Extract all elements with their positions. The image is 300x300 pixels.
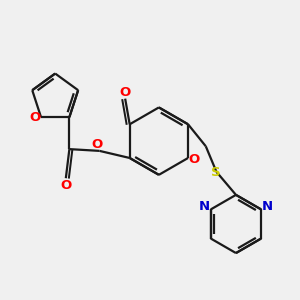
Text: N: N — [262, 200, 273, 213]
Text: O: O — [60, 179, 71, 192]
Text: O: O — [29, 111, 40, 124]
Text: N: N — [199, 200, 210, 213]
Text: O: O — [91, 138, 102, 151]
Text: O: O — [119, 86, 131, 99]
Text: O: O — [189, 153, 200, 166]
Text: S: S — [211, 166, 220, 179]
